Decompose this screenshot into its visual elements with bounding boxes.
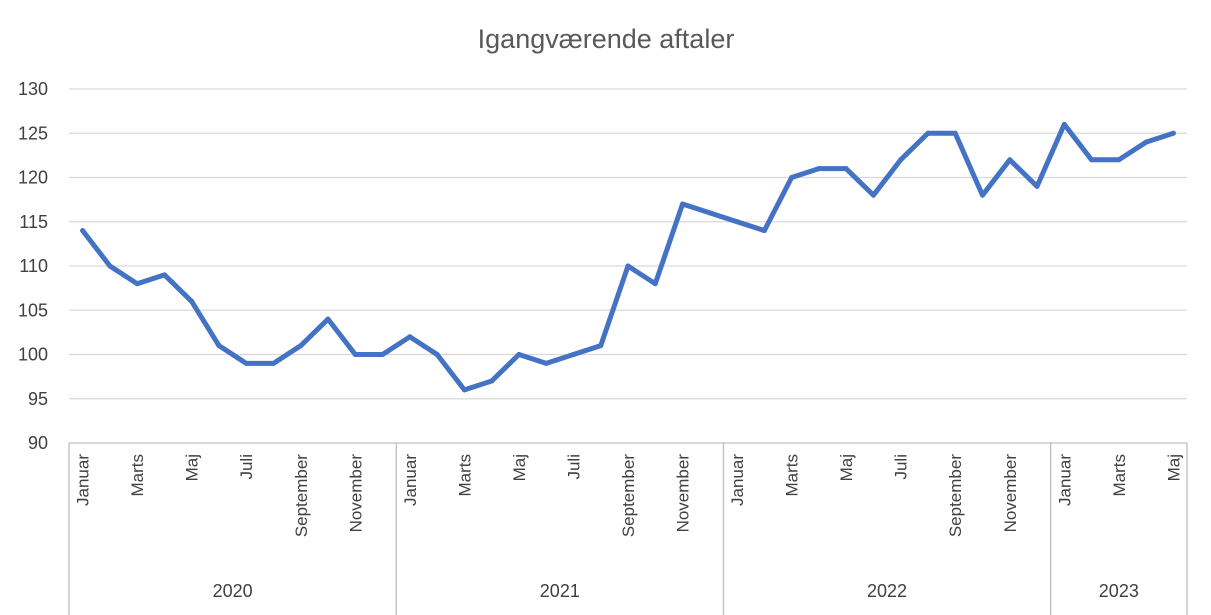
data-point <box>570 352 576 357</box>
x-tick-label-month: Juli <box>237 454 256 480</box>
x-tick-label-month: Januar <box>1055 454 1074 506</box>
y-tick-label: 90 <box>28 433 48 453</box>
data-point <box>1170 130 1176 136</box>
x-tick-label-month: November <box>346 454 365 533</box>
series-igangvaerende-aftaler <box>80 121 1176 393</box>
data-point <box>461 387 467 393</box>
data-point <box>680 201 686 207</box>
data-point <box>761 228 767 234</box>
x-tick-label-month: November <box>674 454 693 533</box>
data-point <box>789 175 795 180</box>
data-point <box>489 378 495 384</box>
data-point <box>161 272 167 278</box>
data-point <box>598 343 604 349</box>
data-point <box>734 219 740 225</box>
x-tick-label-year: 2021 <box>540 581 580 601</box>
data-point <box>407 334 413 340</box>
data-point <box>1007 157 1013 163</box>
x-tick-label-month: Juli <box>892 454 911 480</box>
series-line <box>80 121 1176 393</box>
data-point <box>1061 121 1067 127</box>
data-point <box>870 192 876 198</box>
data-point <box>898 157 904 163</box>
x-tick-label-month: Januar <box>74 454 93 506</box>
x-tick-label-month: Marts <box>783 454 802 497</box>
data-point <box>925 130 931 136</box>
data-point <box>843 166 849 172</box>
x-tick-label-month: Maj <box>183 454 202 481</box>
x-tick-label-year: 2022 <box>867 581 907 601</box>
x-tick-label-month: Maj <box>1164 454 1183 481</box>
x-tick-label-month: Januar <box>728 454 747 506</box>
data-point <box>243 360 249 366</box>
data-point <box>652 281 658 287</box>
data-point <box>952 130 958 136</box>
data-point <box>325 316 331 322</box>
x-tick-label-month: Juli <box>564 454 583 480</box>
data-point <box>434 352 440 357</box>
data-point <box>271 360 277 366</box>
gridlines <box>69 88 1187 400</box>
data-point <box>707 210 713 216</box>
data-point <box>516 352 522 357</box>
x-tick-label-month: September <box>292 454 311 537</box>
x-tick-label-month: September <box>619 454 638 537</box>
x-tick-label-month: Marts <box>128 454 147 497</box>
y-tick-label: 100 <box>18 345 48 365</box>
data-point <box>352 352 358 357</box>
data-point <box>298 343 304 349</box>
data-point <box>979 192 985 198</box>
x-axis: Januar Marts Maj Juli September November Janua… <box>68 442 1188 615</box>
x-tick-label-month: Marts <box>455 454 474 497</box>
y-tick-label: 120 <box>18 168 48 188</box>
data-point <box>1143 139 1149 145</box>
y-tick-label: 115 <box>19 212 48 232</box>
data-point <box>543 360 549 366</box>
data-point <box>625 263 631 269</box>
data-point <box>380 352 386 357</box>
x-tick-label-month: Maj <box>510 454 529 481</box>
x-tick-label-year: 2020 <box>213 581 253 601</box>
x-tick-label-month: Maj <box>837 454 856 481</box>
data-point <box>80 228 86 234</box>
y-tick-label: 95 <box>28 389 48 409</box>
x-tick-label-month: Marts <box>1110 454 1129 497</box>
data-point <box>189 298 195 304</box>
data-point <box>107 263 113 269</box>
y-axis-tick-labels: 90 95 100 105 110 115 120 125 130 <box>18 79 48 453</box>
data-point <box>1116 157 1122 163</box>
x-tick-label-month: Januar <box>401 454 420 506</box>
data-point <box>134 281 140 287</box>
x-tick-label-month: November <box>1001 454 1020 533</box>
chart-title: Igangværende aftaler <box>478 24 735 54</box>
y-tick-label: 130 <box>18 79 48 99</box>
y-tick-label: 105 <box>18 300 48 320</box>
data-point <box>1089 157 1095 163</box>
data-point <box>816 166 822 172</box>
x-tick-label-month: September <box>946 454 965 537</box>
y-tick-label: 125 <box>18 123 48 143</box>
x-tick-label-year: 2023 <box>1099 581 1139 601</box>
y-tick-label: 110 <box>19 256 48 276</box>
data-point <box>1034 183 1040 189</box>
data-point <box>216 343 222 349</box>
